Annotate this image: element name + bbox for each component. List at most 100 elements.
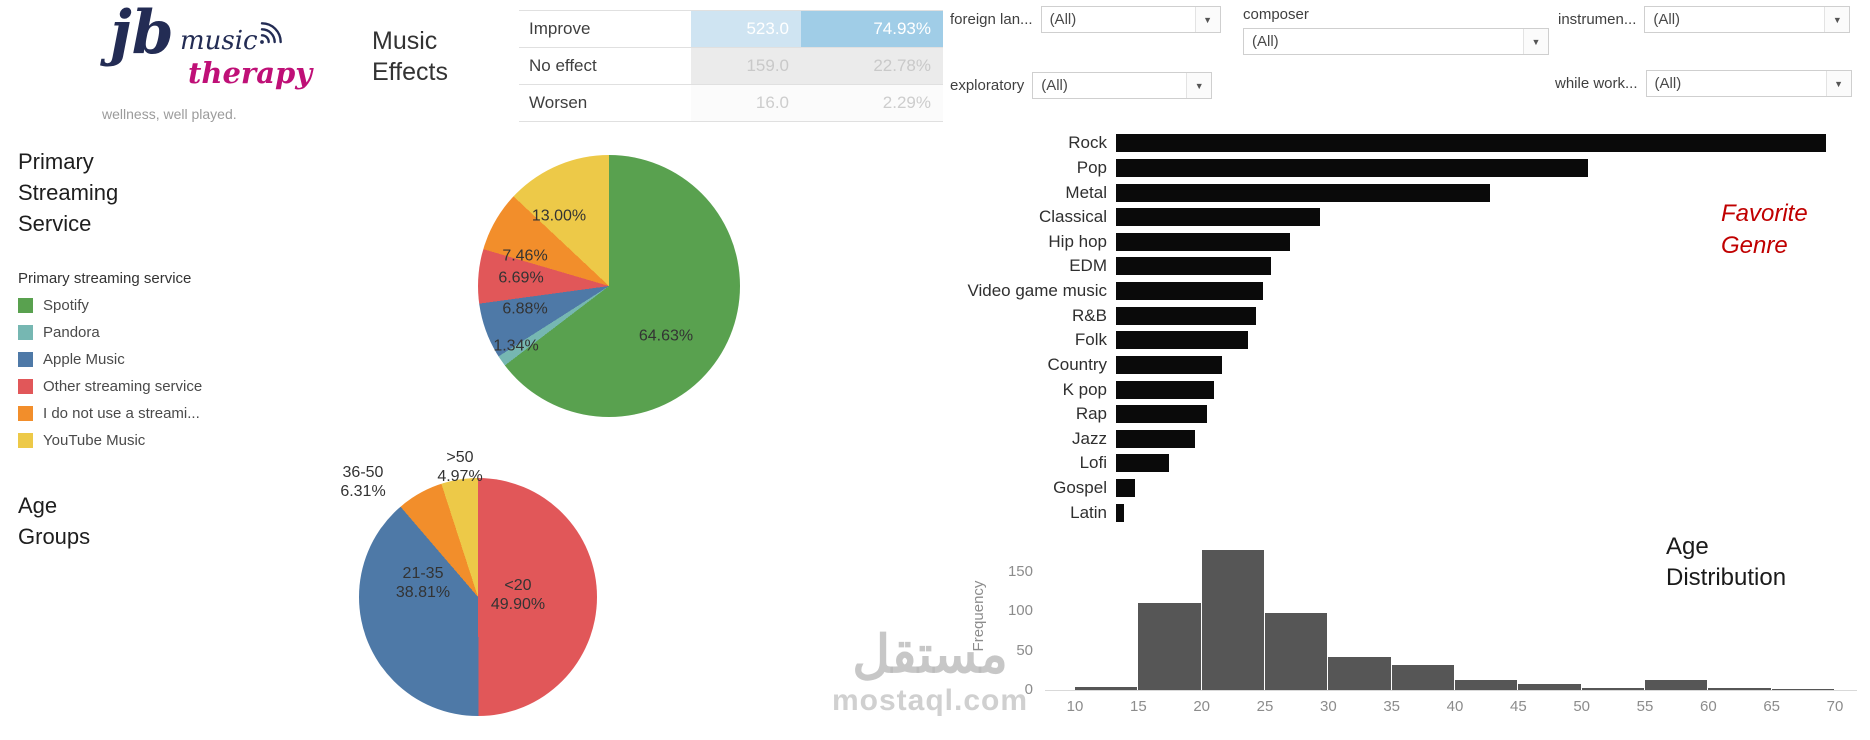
- effect-count-cell[interactable]: 159.0: [691, 48, 801, 84]
- legend-swatch: [18, 433, 33, 448]
- genre-category-label: Jazz: [1072, 428, 1107, 448]
- filter-instrumen: instrumen... (All) ▼: [1558, 6, 1851, 33]
- effect-pct-cell[interactable]: 2.29%: [801, 85, 943, 121]
- legend-swatch: [18, 406, 33, 421]
- age-groups-pie-chart: <20 49.90% 21-35 38.81% 36-50 6.31% >50 4.97%: [340, 449, 597, 716]
- genre-category-label: Video game music: [967, 281, 1107, 301]
- filter-label: composer: [1243, 6, 1309, 23]
- streaming-legend: Spotify Pandora Apple Music Other streaming…: [18, 292, 202, 454]
- primary-streaming-service-pie[interactable]: [478, 155, 740, 417]
- hist-bar-55-60[interactable]: [1645, 680, 1708, 690]
- genre-bar-latin[interactable]: [1116, 503, 1124, 522]
- logo-tagline: wellness, well played.: [102, 106, 237, 122]
- hist-bar-20-25[interactable]: [1201, 550, 1264, 690]
- genre-row: Rock: [935, 131, 1826, 156]
- legend-item-apple-music[interactable]: Apple Music: [18, 346, 202, 373]
- genre-category-label: Latin: [1070, 502, 1107, 522]
- legend-item-other-streaming-service[interactable]: Other streaming service: [18, 373, 202, 400]
- x-tick-label: 20: [1193, 698, 1210, 715]
- genre-bar-country[interactable]: [1116, 355, 1222, 374]
- effect-label[interactable]: No effect: [529, 56, 597, 75]
- filter-selected-value: (All): [1049, 11, 1077, 28]
- legend-item-i-do-not-use-a-streami[interactable]: I do not use a streami...: [18, 400, 202, 427]
- genre-bar-folk[interactable]: [1116, 331, 1248, 350]
- genre-bar-r-b[interactable]: [1116, 306, 1256, 325]
- filter-label: exploratory: [950, 77, 1025, 94]
- filter-dropdown-foreign-lan[interactable]: (All) ▼: [1040, 6, 1221, 33]
- hist-bar-50-55[interactable]: [1581, 688, 1644, 690]
- genre-bar-edm[interactable]: [1116, 257, 1271, 276]
- genre-bar-gospel[interactable]: [1116, 479, 1135, 498]
- genre-bar-jazz[interactable]: [1116, 429, 1195, 448]
- genre-category-label: Gospel: [1053, 478, 1107, 498]
- filter-dropdown-while-work[interactable]: (All) ▼: [1645, 70, 1852, 97]
- genre-category-label: R&B: [1072, 305, 1107, 325]
- filter-dropdown-composer[interactable]: (All) ▼: [1243, 28, 1549, 55]
- x-tick-label: 15: [1129, 698, 1147, 715]
- effect-label[interactable]: Improve: [529, 19, 591, 38]
- legend-swatch: [18, 325, 33, 340]
- music-effects-table: Improve 523.0 74.93% No effect 159.0 22.78% Wo…: [519, 10, 943, 122]
- effect-count-cell[interactable]: 523.0: [691, 11, 801, 47]
- hist-bar-40-45[interactable]: [1455, 680, 1518, 690]
- hist-bar-25-30[interactable]: [1265, 613, 1328, 690]
- legend-item-spotify[interactable]: Spotify: [18, 292, 202, 319]
- filter-dropdown-instrumen[interactable]: (All) ▼: [1644, 6, 1851, 33]
- chevron-down-icon[interactable]: ▼: [1825, 71, 1851, 96]
- x-tick-label: 65: [1763, 698, 1781, 715]
- effect-pct-cell[interactable]: 74.93%: [801, 11, 943, 47]
- legend-item-pandora[interactable]: Pandora: [18, 319, 202, 346]
- streaming-service-title: Primary Streaming Service: [18, 149, 119, 236]
- chevron-down-icon[interactable]: ▼: [1824, 7, 1850, 32]
- genre-bar-k-pop[interactable]: [1116, 380, 1214, 399]
- chevron-down-icon[interactable]: ▼: [1186, 73, 1212, 98]
- hist-bar-45-50[interactable]: [1518, 684, 1581, 690]
- genre-row: R&B: [935, 303, 1826, 328]
- hist-bar-60-65[interactable]: [1708, 688, 1771, 690]
- x-tick-label: 45: [1510, 698, 1527, 715]
- pie-slice-label-spotify: 64.63%: [638, 327, 694, 345]
- pie-slice-label-youtube-music: 13.00%: [531, 207, 587, 225]
- genre-bar-hip-hop[interactable]: [1116, 232, 1290, 251]
- x-tick-label: 70: [1826, 698, 1844, 715]
- genre-category-label: Rock: [1068, 133, 1107, 153]
- x-tick-label: 30: [1319, 698, 1337, 715]
- genre-bar-video-game-music[interactable]: [1116, 282, 1263, 301]
- effect-pct-cell[interactable]: 22.78%: [801, 48, 943, 84]
- genre-bar-lofi[interactable]: [1116, 454, 1169, 473]
- legend-item-youtube-music[interactable]: YouTube Music: [18, 427, 202, 454]
- y-axis-label: Frequency: [970, 580, 987, 652]
- genre-bar-rap[interactable]: [1116, 405, 1207, 424]
- genre-category-label: Country: [1047, 354, 1107, 374]
- age-histogram: Frequency 10 15 20 25 30 35 40 45 50 55 60 65 70 0 50 1…: [960, 530, 1865, 735]
- legend-item-label: Spotify: [43, 297, 89, 314]
- genre-bar-classical[interactable]: [1116, 208, 1320, 227]
- genre-row: Hip hop: [935, 230, 1826, 255]
- logo-therapy-text: therapy: [188, 56, 313, 90]
- x-tick-label: 25: [1256, 698, 1274, 715]
- y-tick-label: 150: [1007, 562, 1033, 580]
- genre-bar-pop[interactable]: [1116, 158, 1588, 177]
- genre-category-label: K pop: [1062, 379, 1107, 399]
- hist-bar-35-40[interactable]: [1391, 665, 1454, 690]
- genre-bar-metal[interactable]: [1116, 183, 1490, 202]
- effect-label[interactable]: Worsen: [529, 93, 588, 112]
- chevron-down-icon[interactable]: ▼: [1194, 7, 1220, 32]
- filter-composer: composer (All) ▼: [1243, 6, 1549, 55]
- filter-dropdown-exploratory[interactable]: (All) ▼: [1032, 72, 1213, 99]
- genre-row: Folk: [935, 328, 1826, 353]
- genre-category-label: Classical: [1038, 207, 1107, 227]
- effect-count-cell[interactable]: 16.0: [691, 85, 801, 121]
- x-tick-label: 35: [1383, 698, 1401, 715]
- hist-bar-15-20[interactable]: [1138, 603, 1201, 690]
- filter-selected-value: (All): [1252, 33, 1279, 50]
- age-groups-pie[interactable]: [359, 478, 597, 716]
- hist-bar-65-70[interactable]: [1771, 689, 1834, 690]
- genre-category-label: Hip hop: [1048, 231, 1107, 251]
- legend-swatch: [18, 298, 33, 313]
- hist-bar-10-15[interactable]: [1075, 687, 1138, 690]
- genre-category-label: Metal: [1065, 182, 1107, 202]
- genre-bar-rock[interactable]: [1116, 134, 1826, 153]
- chevron-down-icon[interactable]: ▼: [1523, 29, 1548, 54]
- hist-bar-30-35[interactable]: [1328, 657, 1391, 690]
